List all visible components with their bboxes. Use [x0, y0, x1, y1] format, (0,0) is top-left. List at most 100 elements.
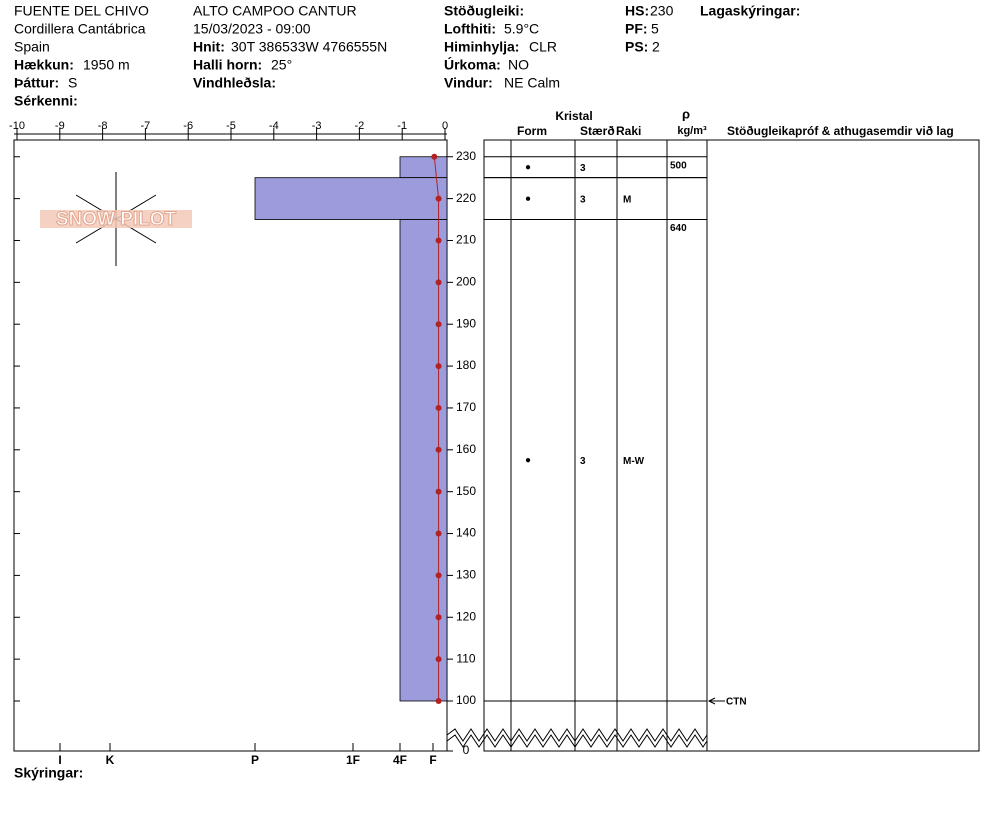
field-label: PF:	[625, 21, 648, 37]
hardness-tick-label: P	[251, 753, 259, 767]
hardness-bar	[254, 177, 448, 220]
x-tick-label: -8	[98, 120, 108, 132]
temperature-point	[435, 237, 442, 244]
temperature-point	[435, 363, 442, 370]
tests-frame	[706, 139, 980, 752]
hardness-tick-label: 4F	[393, 753, 407, 767]
y-tick-label: 220	[456, 191, 476, 205]
hardness-tick-label: K	[106, 753, 115, 767]
column-header: kg/m³	[677, 125, 707, 137]
grain-size: 3	[580, 194, 586, 205]
grain-size: 3	[580, 163, 586, 174]
field-label: Vindhleðsla:	[193, 75, 276, 91]
column-header: Form	[517, 124, 547, 138]
grain-form: ●	[525, 162, 531, 173]
field-label: Hnit:	[193, 39, 225, 55]
x-tick-label: -7	[141, 120, 151, 132]
field-label: Lofthiti:	[444, 21, 496, 37]
temperature-point	[431, 153, 438, 160]
field-value: 5	[651, 21, 659, 37]
column-header: Stöðugleikapróf & athugasemdir við lag	[727, 124, 954, 138]
y-tick-label: 130	[456, 568, 476, 582]
field-label: Halli horn:	[193, 57, 262, 73]
grain-size: 3	[580, 456, 586, 467]
site: FUENTE DEL CHIVO	[14, 3, 149, 19]
hardness-tick-label: 1F	[346, 753, 360, 767]
column-header: Kristal	[555, 109, 592, 123]
y-tick-label: 230	[456, 149, 476, 163]
y-tick-label: 120	[456, 609, 476, 623]
field-value: NO	[508, 57, 529, 73]
y-tick-label: 0	[463, 743, 470, 757]
field-value: 2	[652, 39, 660, 55]
field-label: Vindur:	[444, 75, 493, 91]
y-tick-label: 200	[456, 275, 476, 289]
field-label: Stöðugleiki:	[444, 3, 524, 19]
moisture: M	[623, 194, 631, 205]
temperature-point	[435, 195, 442, 202]
range: Cordillera Cantábrica	[14, 21, 146, 37]
x-tick-label: -2	[355, 120, 365, 132]
y-tick-label: 100	[456, 693, 476, 707]
temperature-point	[435, 656, 442, 663]
x-tick-label: -10	[9, 120, 25, 132]
temperature-point	[435, 321, 442, 328]
x-tick-label: -5	[226, 120, 236, 132]
density: 640	[670, 223, 687, 234]
x-tick-label: -4	[269, 120, 279, 132]
field-label: Þáttur:	[14, 75, 59, 91]
field-label: Úrkoma:	[444, 56, 501, 73]
x-tick-label: -3	[312, 120, 322, 132]
field-value: 25°	[271, 57, 292, 73]
density: 500	[670, 160, 687, 171]
test-arrowhead	[707, 697, 716, 705]
field-value: 230	[650, 3, 674, 19]
temperature-point	[435, 572, 442, 579]
temperature-point	[435, 698, 442, 704]
hardness-tick-label: F	[429, 753, 436, 767]
plot-frame	[13, 139, 448, 752]
x-tick-label: -9	[55, 120, 65, 132]
field-label: Lagaskýringar:	[700, 3, 800, 19]
x-tick-label: 0	[442, 120, 448, 132]
y-tick-label: 180	[456, 358, 476, 372]
country: Spain	[14, 39, 50, 55]
hardness-tick-label: I	[58, 753, 61, 767]
datetime: 15/03/2023 - 09:00	[193, 21, 311, 37]
field-label: Sérkenni:	[14, 93, 78, 109]
temperature-line	[433, 156, 440, 701]
test-label: CTN	[726, 697, 747, 708]
field-value: CLR	[529, 39, 557, 55]
field-value: 1950 m	[83, 57, 130, 73]
temperature-point	[435, 446, 442, 453]
column-header: Raki	[616, 124, 641, 138]
header: FUENTE DEL CHIVO Cordillera Cantábrica S…	[14, 3, 800, 109]
grain-form: ●	[525, 193, 531, 204]
field-label: Hækkun:	[14, 57, 74, 73]
y-tick-label: 160	[456, 442, 476, 456]
field-value: 5.9°C	[504, 21, 539, 37]
column-header: Stærð	[580, 124, 615, 138]
temperature-point	[435, 488, 442, 495]
y-tick-label: 190	[456, 316, 476, 330]
temperature-point	[435, 530, 442, 537]
field-value: 30T 386533W 4766555N	[231, 39, 387, 55]
y-tick-label: 110	[456, 651, 475, 665]
column-header: ρ	[682, 106, 690, 121]
temperature-point	[435, 404, 442, 411]
hardness-bar	[399, 156, 448, 179]
logo: SNOW PILOT	[40, 172, 192, 266]
temperature-point	[435, 614, 442, 621]
y-tick-label: 170	[456, 400, 476, 414]
axis-break	[446, 734, 708, 748]
field-label: HS:	[625, 3, 649, 19]
y-tick-label: 210	[456, 233, 476, 247]
y-tick-label: 150	[456, 484, 476, 498]
field-label: PS:	[625, 39, 648, 55]
temperature-point	[435, 279, 442, 286]
axis-break	[446, 728, 708, 742]
hardness-bar	[399, 219, 448, 702]
y-tick-label: 140	[456, 526, 476, 540]
field-value: S	[68, 75, 77, 91]
